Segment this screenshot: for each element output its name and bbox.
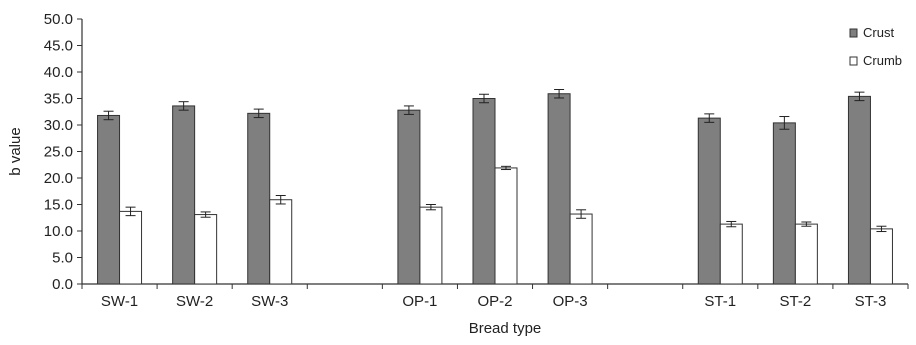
y-tick-label: 15.0	[44, 197, 73, 214]
crust-bar	[547, 93, 571, 285]
crumb-bar	[569, 213, 593, 285]
x-tick-label: ST-2	[780, 293, 812, 310]
crumb-bar	[494, 167, 518, 285]
x-tick-label: OP-3	[553, 293, 588, 310]
crust-bar	[397, 109, 421, 285]
y-tick-label: 50.0	[44, 11, 73, 28]
crumb-bar	[719, 223, 743, 285]
y-tick-label: 0.0	[52, 276, 73, 293]
crumb-bar	[869, 228, 893, 285]
crumb-bar	[119, 210, 143, 285]
y-tick-label: 25.0	[44, 144, 73, 161]
crust-bar	[247, 112, 271, 285]
crust-bar	[772, 122, 796, 285]
x-tick-label: ST-3	[855, 293, 887, 310]
y-tick-label: 20.0	[44, 170, 73, 187]
legend-label-crumb: Crumb	[863, 53, 902, 68]
x-tick-label: OP-1	[402, 293, 437, 310]
crust-bar	[847, 95, 871, 285]
crumb-bar	[269, 199, 293, 285]
y-tick-label: 10.0	[44, 223, 73, 240]
crust-bar	[172, 105, 196, 285]
x-axis-title: Bread type	[469, 320, 542, 337]
crumb-bar	[194, 214, 218, 285]
y-tick-label: 40.0	[44, 64, 73, 81]
y-tick-label: 45.0	[44, 38, 73, 55]
crumb-bar	[419, 206, 443, 285]
y-axis-title: b value	[7, 127, 24, 175]
y-tick-label: 35.0	[44, 91, 73, 108]
x-tick-label: SW-1	[101, 293, 138, 310]
crumb-bar	[794, 223, 818, 285]
x-tick-label: ST-1	[704, 293, 736, 310]
x-tick-label: SW-2	[176, 293, 213, 310]
y-tick-label: 5.0	[52, 250, 73, 267]
crust-bar	[97, 114, 121, 285]
crust-bar	[472, 98, 496, 285]
legend-swatch-crumb	[849, 56, 858, 66]
x-tick-label: SW-3	[251, 293, 288, 310]
x-tick-label: OP-2	[477, 293, 512, 310]
legend-label-crust: Crust	[863, 25, 894, 40]
crust-bar	[697, 117, 721, 285]
legend-swatch-crust	[849, 28, 858, 38]
y-tick-label: 30.0	[44, 117, 73, 134]
